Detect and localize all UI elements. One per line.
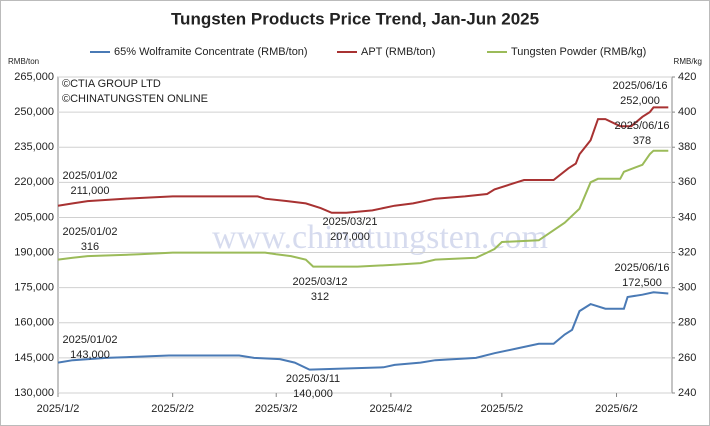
legend-label: Tungsten Powder (RMB/kg) [511,46,646,58]
x-tick-label: 2025/4/2 [369,403,412,415]
y2-tick-label: 380 [678,141,696,153]
annotation-value: 211,000 [71,185,110,197]
annotation-value: 143,000 [70,349,110,361]
x-tick-label: 2025/6/2 [595,403,638,415]
y2-tick-label: 400 [678,106,696,118]
y2-tick-label: 300 [678,282,696,294]
y2-tick-label: 280 [678,317,696,329]
x-tick-label: 2025/3/2 [255,403,298,415]
annotation-date: 2025/03/11 [286,373,340,385]
annotation-date: 2025/03/21 [322,216,377,228]
annotation-value: 312 [311,291,329,303]
y-tick-label: 175,000 [14,282,54,294]
y-tick-label: 190,000 [14,246,54,258]
series-line [57,106,669,214]
y2-tick-label: 320 [678,246,696,258]
series-line [57,291,669,371]
watermark: www.chinatungsten.com [212,219,548,256]
y2-tick-label: 260 [678,352,696,364]
chart-title: Tungsten Products Price Trend, Jan-Jun 2… [171,9,539,28]
y2-tick-label: 240 [678,387,696,399]
y-tick-label: 130,000 [14,387,54,399]
y2-tick-label: 360 [678,176,696,188]
y2-axis-label: RMB/kg [674,57,702,66]
series-line [57,149,669,268]
annotation-date: 2025/01/02 [62,226,117,238]
annotation-value: 172,500 [622,277,662,289]
x-tick-label: 2025/5/2 [480,403,523,415]
annotation-date: 2025/03/12 [292,276,347,288]
x-tick-label: 2025/1/2 [37,403,80,415]
y-tick-label: 250,000 [14,106,54,118]
y2-tick-label: 340 [678,211,696,223]
x-tick-label: 2025/2/2 [151,403,194,415]
y-tick-label: 145,000 [14,352,54,364]
annotation-value: 378 [633,135,651,147]
y-tick-label: 220,000 [14,176,54,188]
annotation-date: 2025/01/02 [62,170,117,182]
annotation-date: 2025/06/16 [612,80,667,92]
y-tick-label: 160,000 [14,317,54,329]
annotation-value: 316 [81,241,99,253]
y-axis-label: RMB/ton [8,57,39,66]
annotation-value: 252,000 [620,95,660,107]
legend-label: APT (RMB/ton) [361,46,435,58]
annotation-value: 207,000 [330,231,370,243]
annotation-date: 2025/01/02 [62,334,117,346]
y-tick-label: 205,000 [14,211,54,223]
annotation-date: 2025/06/16 [614,120,669,132]
y-tick-label: 265,000 [14,71,54,83]
copyright: ©CHINATUNGSTEN ONLINE [62,93,208,105]
annotation-date: 2025/06/16 [614,262,669,274]
y-tick-label: 235,000 [14,141,54,153]
legend-label: 65% Wolframite Concentrate (RMB/ton) [114,46,308,58]
y2-tick-label: 420 [678,71,696,83]
copyright: ©CTIA GROUP LTD [62,78,161,90]
annotation-value: 140,000 [293,388,333,400]
